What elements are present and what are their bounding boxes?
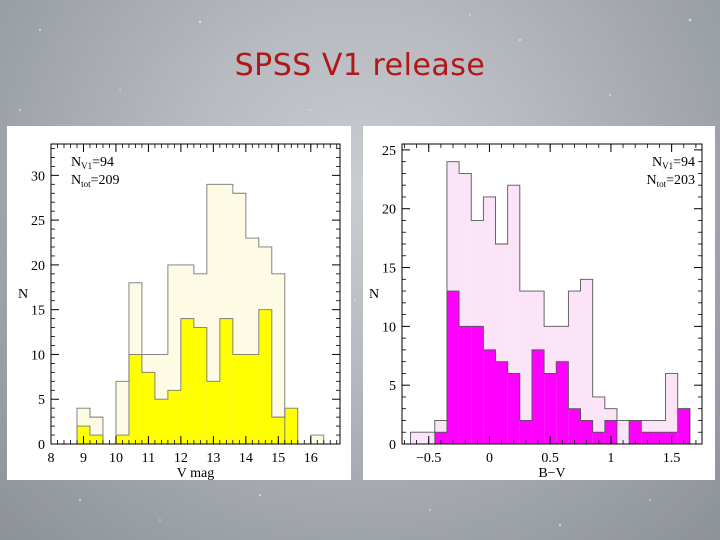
bv-ytick-label-3: 15	[382, 262, 396, 277]
bv-tot-outline	[410, 161, 691, 444]
bv-xtick-label-2: 0.5	[541, 451, 559, 466]
bv-v1-bar-20	[653, 432, 666, 444]
bv-ytick-label-5: 25	[382, 144, 396, 159]
vmag-tot-bar-15	[271, 273, 285, 444]
bv-v1-bar-3	[446, 291, 460, 444]
vmag-histogram-panel: 8 9 10 11 12 13 14 15 16 0 5 10 15 20 25 30 V mag N NV1=94…	[7, 126, 351, 481]
vmag-v1-bar-11	[219, 318, 233, 444]
vmag-xtick-label-5: 13	[206, 451, 220, 466]
bv-v1-outline	[410, 290, 691, 445]
vmag-v1-bar-10	[206, 381, 220, 444]
vmag-xtick-label-4: 12	[174, 451, 188, 466]
vmag-ytick-label-4: 20	[31, 259, 45, 274]
bv-tot-bar-0	[410, 432, 423, 444]
vmag-ytick-label-2: 10	[31, 348, 45, 363]
bv-v1-bar-11	[544, 373, 557, 444]
vmag-xtick-label-7: 15	[271, 451, 285, 466]
vmag-xtick-label-6: 14	[239, 451, 253, 466]
bv-v1-bar-19	[641, 432, 654, 444]
vmag-v1-bar-14	[258, 309, 272, 444]
bv-v1-bar-14	[580, 420, 593, 444]
vmag-v1-bar-1	[89, 435, 103, 444]
bv-ytick-label-1: 5	[389, 379, 396, 394]
bv-v1-bar-2	[434, 432, 447, 444]
vmag-ytick-label-0: 0	[38, 438, 45, 453]
bv-tot-bar-21	[665, 373, 678, 444]
vmag-v1-bar-7	[167, 390, 181, 444]
vmag-v1-bar-6	[154, 399, 168, 444]
slide-title: SPSS V1 release	[234, 48, 486, 83]
bv-tot-bar-17	[616, 420, 630, 444]
bv-histogram-panel: −0.5 0 0.5 1 1.5 0 5 10 15 20 25 B−V N NV1=94 Ntot=203	[363, 126, 715, 481]
vmag-xtick-label-0: 8	[48, 451, 55, 466]
vmag-histogram: 8 9 10 11 12 13 14 15 16 0 5 10 15 20 25 30 V mag N NV1=94…	[18, 143, 341, 481]
vmag-legend-nv1: NV1=94	[71, 155, 114, 171]
bv-xlabel: B−V	[538, 466, 565, 480]
vmag-v1-bar-9	[193, 327, 207, 444]
bv-v1-bar-18	[629, 420, 642, 444]
bv-v1-bar-15	[592, 432, 605, 444]
bv-v1-bar-5	[471, 326, 484, 444]
bv-v1-bar-4	[459, 326, 472, 444]
bv-legend-nv1: NV1=94	[652, 155, 695, 171]
bv-v1-bar-7	[495, 361, 508, 444]
vmag-legend-ntot: Ntot=209	[71, 173, 120, 189]
vmag-plot-frame	[50, 143, 341, 445]
vmag-tot-bar-10	[206, 184, 220, 444]
bv-xtick-label-3: 1	[607, 451, 614, 466]
bv-v1-bar-13	[568, 408, 581, 444]
vmag-ytick-label-6: 30	[31, 169, 45, 184]
vmag-ytick-label-5: 25	[31, 214, 45, 229]
vmag-v1-bar-16	[284, 408, 298, 444]
vmag-v1-bar-0	[76, 426, 90, 444]
bv-tot-bar-9	[519, 291, 532, 444]
vmag-xtick-label-8: 16	[304, 451, 318, 466]
bv-v1-bar-10	[531, 349, 545, 444]
vmag-v1-bar-13	[245, 354, 259, 444]
bv-ylabel: N	[369, 287, 379, 302]
bv-xtick-label-4: 1.5	[663, 451, 681, 466]
bv-plot-frame	[401, 143, 703, 445]
bv-ytick-label-2: 10	[382, 320, 396, 335]
bv-tot-bar-13	[568, 291, 581, 444]
vmag-v1-bar-3	[115, 435, 129, 444]
bv-ytick-label-0: 0	[389, 438, 396, 453]
vmag-tot-bar-18	[310, 435, 324, 444]
vmag-xtick-label-1: 9	[80, 451, 87, 466]
bv-v1-bar-9	[519, 420, 532, 444]
bv-tot-bar-14	[580, 279, 593, 444]
vmag-tot-bar-3	[115, 381, 129, 444]
vmag-v1-bar-12	[232, 354, 246, 444]
vmag-xtick-label-2: 10	[109, 451, 123, 466]
bv-xtick-label-1: 0	[486, 451, 493, 466]
vmag-v1-bar-4	[128, 354, 142, 444]
vmag-v1-bar-15	[271, 417, 285, 444]
vmag-xlabel: V mag	[177, 466, 214, 480]
vmag-v1-bar-8	[180, 318, 194, 444]
vmag-ytick-label-3: 15	[31, 304, 45, 319]
bv-v1-bar-22	[677, 408, 690, 444]
vmag-ylabel: N	[18, 287, 28, 302]
bv-histogram: −0.5 0 0.5 1 1.5 0 5 10 15 20 25 B−V N NV1=94 Ntot=203	[369, 143, 703, 481]
bv-v1-bar-6	[483, 349, 496, 444]
vmag-ytick-label-1: 5	[38, 393, 45, 408]
bv-xtick-label-0: −0.5	[416, 451, 441, 466]
vmag-xtick-label-3: 11	[142, 451, 155, 466]
vmag-v1-bar-5	[141, 372, 155, 444]
bv-v1-bar-12	[556, 361, 569, 444]
bv-legend-ntot: Ntot=203	[646, 173, 695, 189]
bv-v1-bar-16	[604, 420, 617, 444]
bv-ytick-label-4: 20	[382, 203, 396, 218]
bv-v1-bar-8	[507, 373, 520, 444]
